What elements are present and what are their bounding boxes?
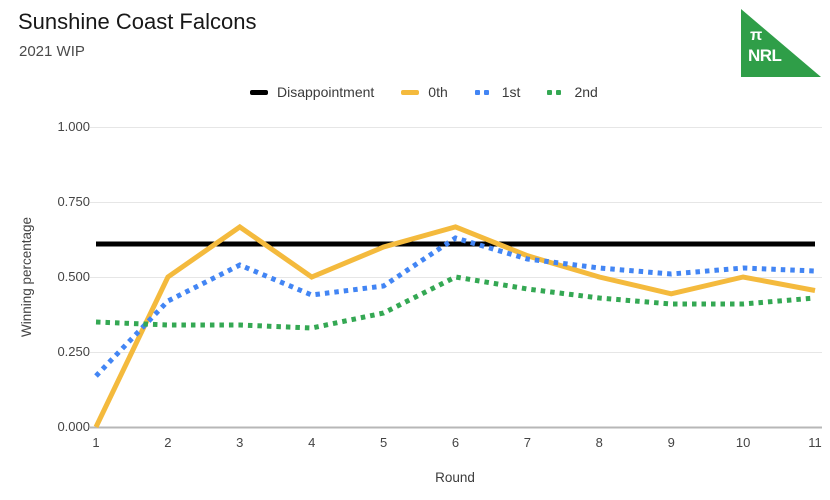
nrl-logo-text: NRL — [748, 46, 782, 65]
x-tick-label: 11 — [808, 435, 822, 450]
series-line-2nd — [95, 274, 816, 331]
x-tick-label: 9 — [667, 435, 675, 450]
legend-swatch-1st-icon — [474, 89, 493, 95]
x-tick-label: 2 — [164, 435, 172, 450]
chart-legend: Disappointment 0th 1st 2nd — [250, 83, 598, 101]
series-line-0th — [93, 223, 816, 429]
legend-label: Disappointment — [277, 84, 375, 100]
pi-symbol-icon: π — [750, 27, 763, 44]
legend-swatch-0th-icon — [401, 89, 420, 95]
x-axis-title: Round — [435, 470, 475, 485]
x-tick-label: 6 — [451, 435, 460, 450]
x-tick-label: 1 — [92, 435, 100, 450]
x-tick-label: 7 — [523, 435, 531, 450]
x-tick-label: 4 — [308, 435, 316, 450]
y-tick-label: 0.750 — [57, 194, 90, 209]
legend-swatch-disappointment-icon — [250, 89, 268, 95]
y-tick-label: 0.250 — [57, 344, 90, 359]
legend-label: 0th — [428, 84, 448, 100]
legend-swatch-2nd-icon — [547, 89, 565, 95]
x-tick-label: 5 — [379, 435, 388, 450]
y-tick-label: 0.500 — [57, 269, 90, 284]
series-line-1st — [94, 235, 816, 378]
legend-item-2nd[interactable]: 2nd — [547, 84, 598, 100]
chart-title: Sunshine Coast Falcons — [18, 9, 257, 34]
x-tick-label: 10 — [735, 435, 751, 450]
x-tick-label: 3 — [236, 435, 244, 450]
legend-item-0th[interactable]: 0th — [401, 84, 448, 100]
legend-item-disappointment[interactable]: Disappointment — [250, 84, 374, 100]
y-tick-label: 0.000 — [57, 419, 90, 434]
legend-item-1st[interactable]: 1st — [474, 84, 521, 100]
legend-label: 1st — [501, 84, 521, 100]
chart-subtitle: 2021 WIP — [19, 43, 85, 60]
legend-label: 2nd — [574, 84, 598, 100]
x-tick-label: 8 — [595, 435, 603, 450]
y-tick-label: 1.000 — [57, 119, 90, 134]
